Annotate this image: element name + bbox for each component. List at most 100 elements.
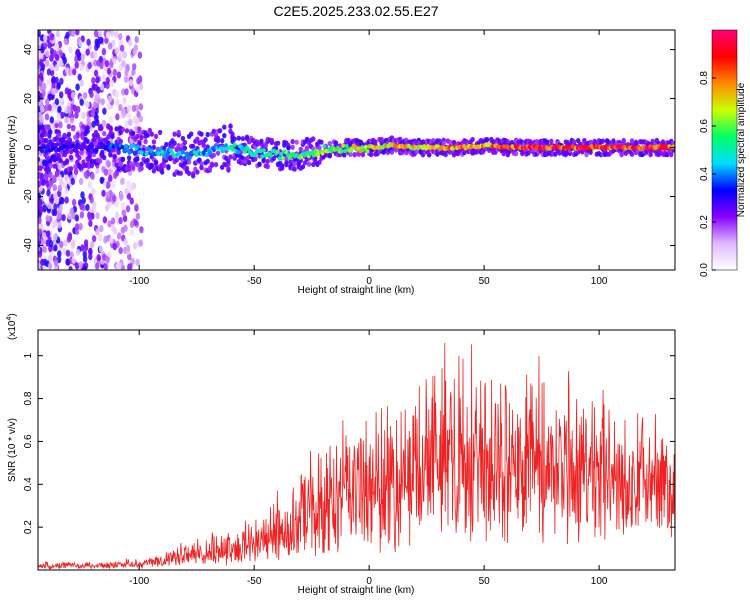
- heatmap-cell: [114, 162, 119, 168]
- heatmap-cell: [71, 239, 76, 248]
- heatmap-cell: [230, 147, 235, 152]
- heatmap-cell: [74, 223, 80, 231]
- heatmap-cell: [279, 151, 284, 157]
- heatmap-cell: [122, 50, 127, 58]
- heatmap-cell: [96, 86, 101, 94]
- heatmap-cell: [42, 204, 47, 212]
- heatmap-cell: [43, 34, 48, 42]
- heatmap-cell: [56, 113, 61, 121]
- heatmap-cell: [38, 198, 43, 207]
- heatmap-cell: [72, 68, 77, 76]
- heatmap-cell: [119, 193, 124, 202]
- heatmap-cell: [112, 157, 117, 163]
- heatmap-cell: [160, 169, 165, 175]
- heatmap-cell: [53, 259, 59, 267]
- heatmap-cell: [39, 147, 44, 152]
- heatmap-cell: [70, 30, 76, 37]
- heatmap-cell: [115, 212, 120, 220]
- heatmap-cell: [68, 148, 74, 155]
- heatmap-cell: [68, 155, 74, 161]
- heatmap-cell: [222, 146, 227, 151]
- heatmap-cell: [96, 254, 101, 262]
- heatmap-cell: [69, 251, 74, 259]
- heatmap-cell: [147, 127, 152, 133]
- heatmap-cell: [79, 79, 84, 87]
- heatmap-cell: [160, 149, 165, 155]
- heatmap-cell: [258, 148, 263, 154]
- heatmap-cell: [91, 120, 96, 128]
- heatmap-cell: [38, 165, 43, 171]
- heatmap-cell: [123, 75, 129, 84]
- x-tick-label: -50: [247, 276, 262, 287]
- heatmap-cell: [54, 76, 59, 84]
- heatmap-cell: [57, 250, 62, 258]
- heatmap-cell: [42, 245, 47, 253]
- heatmap-cell: [199, 165, 204, 171]
- x-tick-label: 100: [591, 576, 608, 587]
- heatmap-cell: [164, 141, 169, 148]
- y-tick-label: -20: [23, 189, 34, 204]
- heatmap-cell: [64, 196, 69, 204]
- heatmap-cell: [363, 144, 368, 150]
- heatmap-cell: [67, 212, 72, 220]
- heatmap-cell: [172, 131, 177, 137]
- heatmap-cell: [47, 202, 52, 210]
- heatmap-cell: [90, 110, 96, 118]
- heatmap-cell: [129, 220, 135, 228]
- heatmap-cell: [87, 153, 92, 159]
- heatmap-cell: [126, 166, 132, 172]
- heatmap-cell: [58, 158, 63, 164]
- heatmap-cell: [39, 205, 44, 214]
- heatmap-cell: [114, 126, 119, 132]
- heatmap-cell: [107, 168, 112, 177]
- heatmap-cell: [78, 40, 83, 48]
- heatmap-cell: [123, 238, 128, 246]
- heatmap-cell: [99, 83, 105, 91]
- heatmap-cell: [66, 131, 72, 137]
- heatmap-cell: [268, 153, 273, 158]
- heatmap-cell: [588, 149, 593, 155]
- x-tick-label: 50: [479, 576, 491, 587]
- heatmap-cell: [45, 180, 50, 188]
- heatmap-cell: [97, 30, 103, 38]
- heatmap-cell: [53, 244, 58, 252]
- y-tick-label: 0.2: [23, 520, 34, 534]
- heatmap-cell: [49, 33, 55, 41]
- heatmap-cell: [81, 124, 86, 130]
- heatmap-cell: [131, 104, 137, 112]
- heatmap-cell: [344, 143, 349, 149]
- heatmap-cell: [149, 131, 154, 137]
- heatmap-cell: [182, 156, 187, 161]
- top-x-axis-label: Height of straight line (km): [298, 285, 415, 296]
- colorbar-tick-label: 0.2: [699, 215, 710, 229]
- heatmap-cell: [56, 132, 61, 138]
- heatmap-cell: [107, 220, 112, 228]
- heatmap-cell: [99, 176, 105, 184]
- heatmap-cell: [187, 155, 192, 160]
- heatmap-cell: [48, 129, 53, 135]
- heatmap-cell: [451, 139, 457, 146]
- heatmap-cell: [64, 87, 70, 95]
- heatmap-cell: [122, 96, 127, 105]
- heatmap-cell: [138, 103, 143, 111]
- heatmap-cell: [78, 177, 84, 186]
- heatmap-cell: [46, 68, 52, 76]
- heatmap-cell: [82, 92, 88, 100]
- heatmap-cell: [176, 143, 181, 149]
- heatmap-cell: [73, 167, 79, 176]
- heatmap-cell: [135, 133, 140, 140]
- heatmap-cell: [114, 90, 119, 98]
- heatmap-cell: [118, 217, 123, 225]
- heatmap-cell: [39, 59, 44, 67]
- heatmap-cell: [64, 116, 69, 124]
- heatmap-cell: [38, 265, 42, 270]
- heatmap-cell: [74, 214, 80, 222]
- heatmap-cell: [75, 248, 81, 256]
- heatmap-cell: [62, 56, 67, 65]
- heatmap-cell: [112, 153, 117, 160]
- heatmap-cell: [81, 197, 86, 205]
- heatmap-cell: [174, 157, 179, 163]
- heatmap-cell: [108, 174, 113, 182]
- heatmap-cell: [73, 134, 78, 140]
- heatmap-cell: [105, 31, 111, 39]
